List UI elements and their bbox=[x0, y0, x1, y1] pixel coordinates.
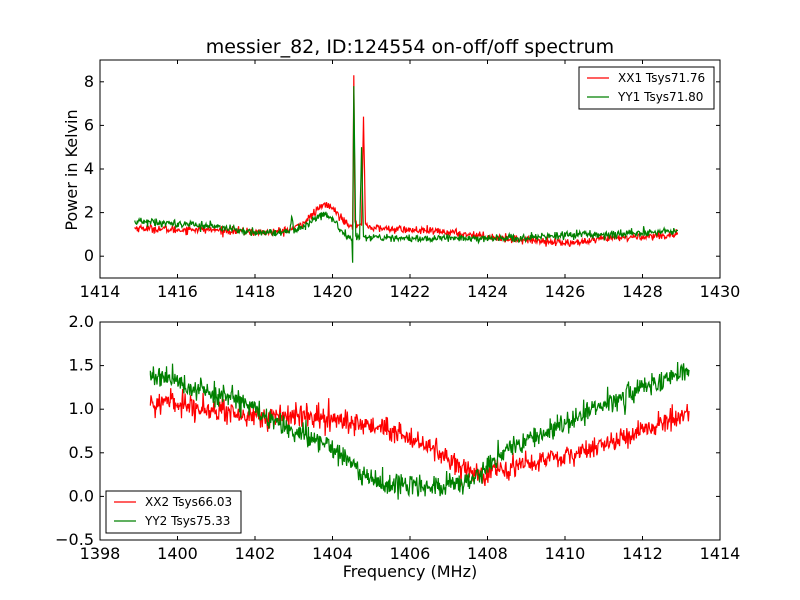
series-line-1 bbox=[134, 75, 678, 248]
x-tick-label: 1402 bbox=[235, 544, 276, 563]
y-tick-label: 1.5 bbox=[69, 356, 94, 375]
legend-label: YY1 Tsys71.80 bbox=[617, 90, 703, 104]
series-group bbox=[149, 361, 690, 500]
y-tick-label: 1.0 bbox=[69, 399, 94, 418]
y-tick-label: 2 bbox=[84, 203, 94, 222]
legend-box bbox=[578, 66, 715, 110]
x-tick-label: 1428 bbox=[622, 282, 663, 301]
x-tick-label: 1398 bbox=[80, 544, 121, 563]
x-tick-label: 1414 bbox=[80, 282, 121, 301]
x-tick-label: 1412 bbox=[622, 544, 663, 563]
x-tick-label: 1420 bbox=[312, 282, 353, 301]
series-line-2 bbox=[149, 361, 690, 500]
legend: XX1 Tsys71.76 YY1 Tsys71.80 bbox=[578, 66, 715, 110]
y-tick-label: 8 bbox=[84, 72, 94, 91]
x-tick-label: 1424 bbox=[467, 282, 508, 301]
legend: XX2 Tsys66.03 YY2 Tsys75.33 bbox=[105, 490, 242, 534]
x-tick-label: 1416 bbox=[157, 282, 198, 301]
x-tick-label: 1400 bbox=[157, 544, 198, 563]
x-tick-label: 1406 bbox=[390, 544, 431, 563]
y-tick-label: 4 bbox=[84, 159, 94, 178]
y-tick-label: 2.0 bbox=[69, 312, 94, 331]
x-tick-label: 1422 bbox=[390, 282, 431, 301]
x-tick-label: 1408 bbox=[467, 544, 508, 563]
x-tick-label: 1410 bbox=[545, 544, 586, 563]
x-axis-label-bottom: Frequency (MHz) bbox=[343, 562, 477, 581]
y-axis-label-top: Power in Kelvin bbox=[62, 109, 81, 230]
x-tick-label: 1404 bbox=[312, 544, 353, 563]
chart-title: messier_82, ID:124554 on-off/off spectru… bbox=[206, 36, 614, 58]
x-tick-label: 1430 bbox=[700, 282, 741, 301]
legend-label: YY2 Tsys75.33 bbox=[144, 514, 230, 528]
y-tick-label: 6 bbox=[84, 115, 94, 134]
x-tick-label: 1414 bbox=[700, 544, 741, 563]
y-tick-label: 0 bbox=[84, 246, 94, 265]
y-tick-label: 0.0 bbox=[69, 486, 94, 505]
bottom-plot: 1398 1400 1402 1404 1406 1408 1410 1412 1414 −0.5… bbox=[55, 312, 740, 563]
legend-label: XX2 Tsys66.03 bbox=[145, 495, 232, 509]
legend-label: XX1 Tsys71.76 bbox=[618, 71, 705, 85]
y-tick-label: 0.5 bbox=[69, 443, 94, 462]
series-group bbox=[134, 75, 678, 263]
series-line-1 bbox=[149, 388, 690, 486]
series-line-2 bbox=[134, 86, 678, 263]
y-tick-label: −0.5 bbox=[55, 530, 94, 549]
x-tick-label: 1426 bbox=[545, 282, 586, 301]
legend-box bbox=[105, 490, 242, 534]
x-tick-label: 1418 bbox=[235, 282, 276, 301]
top-plot: 1414 1416 1418 1420 1422 1424 1426 1428 1430 0 2 4 6… bbox=[80, 59, 741, 301]
